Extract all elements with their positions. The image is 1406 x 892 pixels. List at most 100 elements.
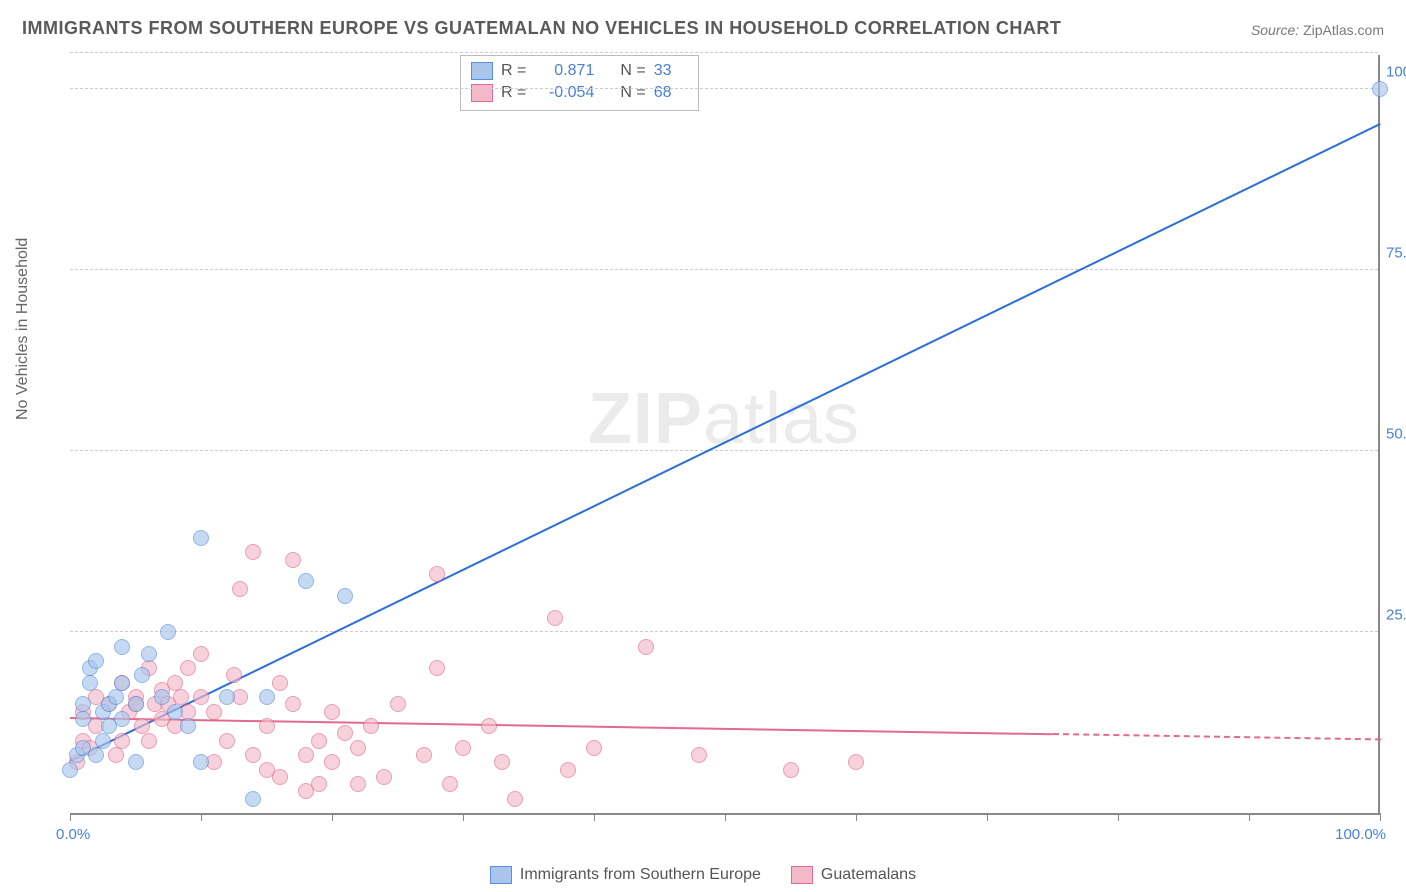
data-point [429,566,445,582]
gridline [70,269,1378,270]
data-point [363,718,379,734]
data-point [350,776,366,792]
data-point [272,675,288,691]
data-point [259,718,275,734]
data-point [324,754,340,770]
x-tick [332,813,333,821]
stat-row: R = 0.871 N = 33 [471,60,684,82]
data-point [298,573,314,589]
data-point [429,660,445,676]
data-point [390,696,406,712]
data-point [141,646,157,662]
r-value: -0.054 [534,84,594,102]
r-label: R = [501,62,526,80]
x-tick-label: 0.0% [56,826,90,843]
n-value: 33 [654,62,684,80]
trend-line [70,717,1053,735]
data-point [376,769,392,785]
legend-label-2: Guatemalans [821,866,916,884]
data-point [311,776,327,792]
x-tick [725,813,726,821]
legend-swatch-icon [490,866,512,884]
data-point [337,588,353,604]
data-point [455,740,471,756]
data-point [638,639,654,655]
x-tick [201,813,202,821]
r-label: R = [501,84,526,102]
data-point [219,733,235,749]
data-point [134,667,150,683]
data-point [114,733,130,749]
data-point [128,754,144,770]
y-tick-label: 100.0% [1386,64,1406,81]
data-point [114,675,130,691]
data-point [245,544,261,560]
data-point [193,646,209,662]
y-axis-label: No Vehicles in Household [14,238,32,420]
data-point [311,733,327,749]
data-point [193,530,209,546]
x-tick [70,813,71,821]
watermark: ZIPatlas [588,378,860,460]
data-point [180,718,196,734]
data-point [783,762,799,778]
y-tick-label: 50.0% [1386,426,1406,443]
x-tick-label: 100.0% [1335,826,1386,843]
data-point [481,718,497,734]
data-point [193,754,209,770]
gridline [70,631,1378,632]
data-point [285,696,301,712]
data-point [108,689,124,705]
gridline [70,88,1378,89]
data-point [560,762,576,778]
data-point [298,747,314,763]
data-point [507,791,523,807]
y-tick-label: 75.0% [1386,245,1406,262]
data-point [180,660,196,676]
legend-swatch-icon [791,866,813,884]
stat-row: R =-0.054N =68 [471,82,684,104]
x-tick [987,813,988,821]
data-point [232,581,248,597]
chart-title: IMMIGRANTS FROM SOUTHERN EUROPE VS GUATE… [22,18,1061,39]
data-point [285,552,301,568]
x-tick [594,813,595,821]
data-point [193,689,209,705]
x-tick [1249,813,1250,821]
legend-item-2: Guatemalans [791,866,916,884]
data-point [324,704,340,720]
data-point [114,711,130,727]
stat-swatch-icon [471,62,493,80]
gridline [70,52,1378,53]
data-point [154,689,170,705]
data-point [350,740,366,756]
source-value: ZipAtlas.com [1303,22,1384,38]
data-point [108,747,124,763]
data-point [494,754,510,770]
r-value: 0.871 [534,62,594,80]
source-attribution: Source: ZipAtlas.com [1251,22,1384,38]
trend-line [1052,733,1380,740]
gridline [70,450,1378,451]
data-point [272,769,288,785]
legend-label-1: Immigrants from Southern Europe [520,866,761,884]
n-label: N = [620,84,645,102]
legend: Immigrants from Southern Europe Guatemal… [0,866,1406,884]
trend-line [70,123,1381,762]
data-point [88,653,104,669]
n-label: N = [620,62,645,80]
data-point [586,740,602,756]
data-point [547,610,563,626]
watermark-rest: atlas [703,379,860,459]
data-point [691,747,707,763]
data-point [1372,81,1388,97]
data-point [442,776,458,792]
stat-swatch-icon [471,84,493,102]
data-point [114,639,130,655]
data-point [128,696,144,712]
data-point [226,667,242,683]
data-point [82,675,98,691]
x-tick [463,813,464,821]
stats-box: R =0.871N =33R =-0.054N =68 [460,55,699,111]
data-point [95,733,111,749]
